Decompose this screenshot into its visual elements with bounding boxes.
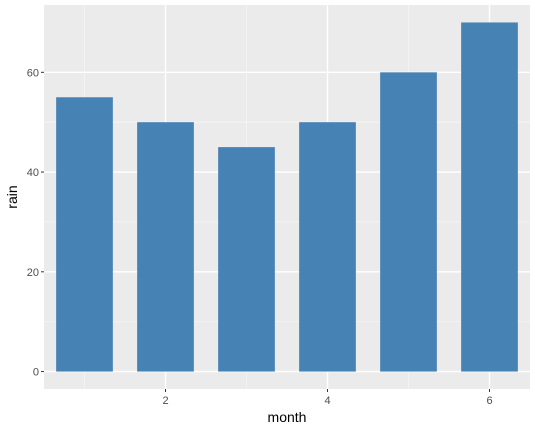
- bar-month-6: [461, 22, 518, 372]
- bar-month-3: [218, 147, 275, 372]
- y-tick-label: 60: [27, 67, 39, 79]
- x-tick-label: 2: [162, 395, 168, 407]
- bars: [56, 22, 518, 372]
- bar-month-1: [56, 97, 113, 372]
- y-axis-title: rain: [4, 185, 20, 208]
- bar-month-5: [380, 72, 437, 372]
- bar-month-2: [137, 122, 194, 372]
- plot-panel: [44, 5, 530, 389]
- y-axis: 0 20 40 60: [27, 67, 44, 379]
- y-tick-label: 0: [33, 367, 39, 379]
- x-axis: 2 4 6: [162, 389, 493, 407]
- bar-month-4: [299, 122, 356, 372]
- x-axis-title: month: [268, 409, 307, 425]
- x-tick-label: 6: [486, 395, 492, 407]
- y-tick-label: 40: [27, 167, 39, 179]
- y-tick-label: 20: [27, 267, 39, 279]
- x-tick-label: 4: [324, 395, 330, 407]
